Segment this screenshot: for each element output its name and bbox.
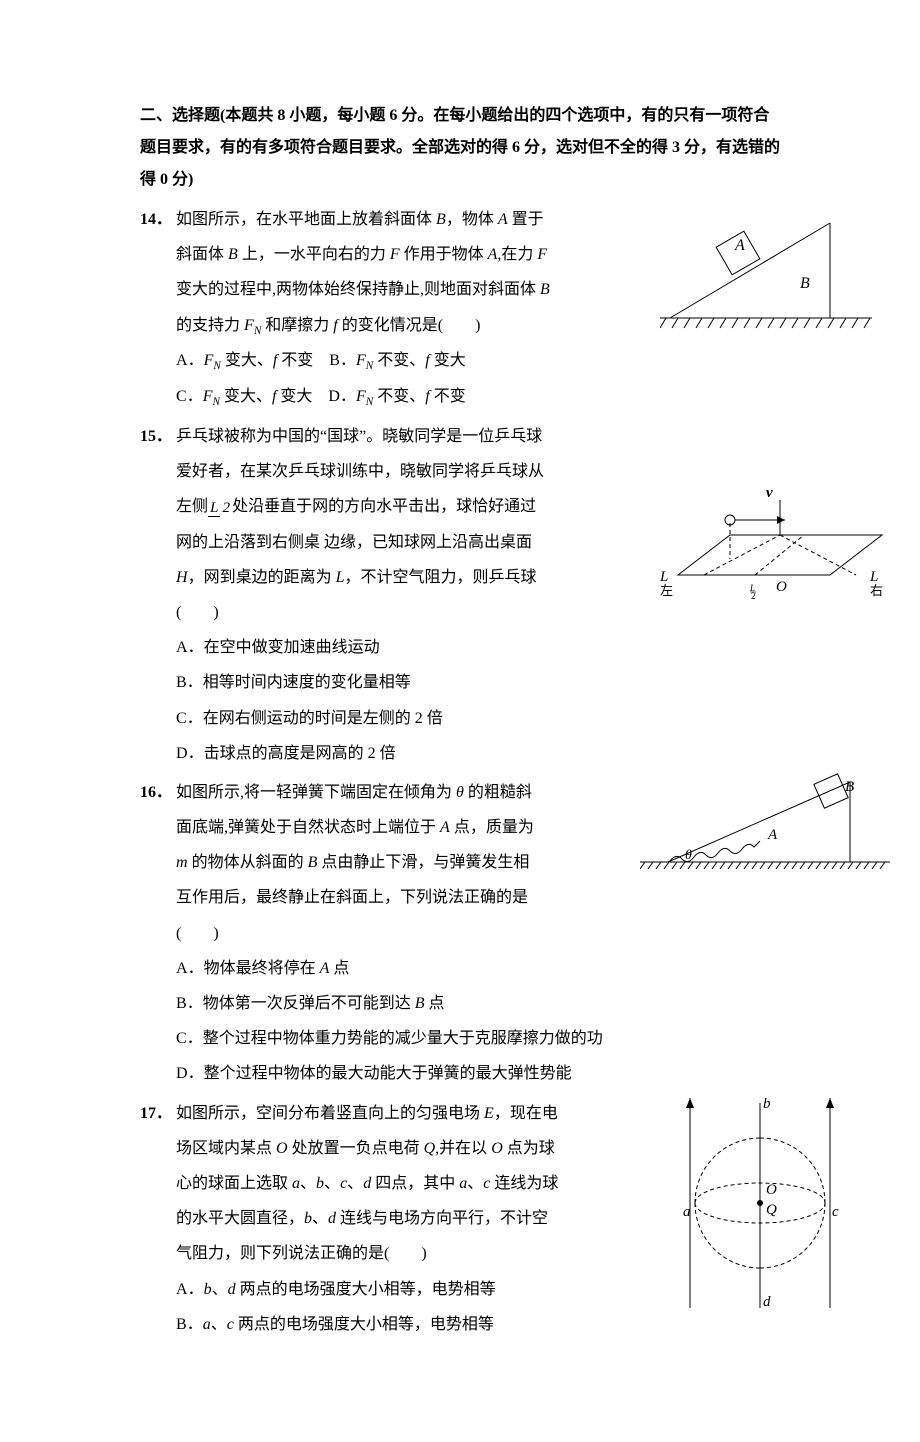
svg-text:右: 右 (870, 583, 883, 598)
question-15: v L 左 L 2 O L 右 15． 乒乓球被称为中国的“国球”。晓敏同学是一… (140, 419, 780, 771)
question-16: A B θ 16． 如图所示,将一轻弹簧下端固定在倾角为 θ 的粗糙斜面底端,弹… (140, 775, 780, 1092)
option: C．在网右侧运动的时间是左侧的 2 倍 (176, 701, 780, 736)
question-17: a b c d O Q 17． 如图所示，空间分布着竖直向上的匀强电场 E，现在… (140, 1096, 780, 1342)
question-number: 15． (140, 419, 172, 454)
question-options: A．在空中做变加速曲线运动 B．相等时间内速度的变化量相等 C．在网右侧运动的时… (176, 630, 780, 771)
svg-text:B: B (800, 275, 810, 292)
svg-text:θ: θ (685, 848, 692, 863)
svg-text:O: O (766, 1182, 777, 1198)
svg-text:a: a (683, 1204, 691, 1220)
option: C．整个过程中物体重力势能的减少量大于克服摩擦力做的功 (176, 1021, 780, 1056)
figure-17: a b c d O Q (660, 1088, 880, 1318)
figure-15: v L 左 L 2 O L 右 (660, 475, 880, 638)
svg-text:v: v (766, 485, 773, 501)
option: B．相等时间内速度的变化量相等 (176, 665, 780, 700)
question-options: A．FN 变大、f 不变 B．FN 不变、f 变大 C．FN 变大、f 变大 D… (176, 343, 780, 415)
svg-text:B: B (845, 779, 854, 795)
svg-text:左: 左 (660, 583, 673, 598)
question-14: A B 14． 如图所示，在水平地面上放着斜面体 B，物体 A 置于斜面体 B … (140, 202, 780, 415)
svg-text:A: A (767, 827, 778, 843)
option: D．击球点的高度是网高的 2 倍 (176, 736, 780, 771)
svg-text:A: A (734, 237, 745, 254)
question-options: A．物体最终将停在 A 点 B．物体第一次反弹后不可能到达 B 点 C．整个过程… (176, 951, 780, 1092)
svg-text:O: O (776, 579, 787, 595)
section-header: 二、选择题(本题共 8 小题，每小题 6 分。在每小题给出的四个选项中，有的只有… (140, 100, 780, 196)
svg-text:2: 2 (751, 591, 756, 601)
question-number: 16． (140, 775, 172, 810)
option: A．物体最终将停在 A 点 (176, 951, 780, 986)
figure-14: A B (660, 208, 880, 351)
svg-text:b: b (763, 1096, 771, 1112)
figure-16: A B θ (640, 767, 890, 890)
svg-text:Q: Q (766, 1202, 777, 1218)
question-number: 17． (140, 1096, 172, 1131)
option: C．FN 变大、f 变大 D．FN 不变、f 不变 (176, 379, 780, 415)
question-number: 14． (140, 202, 172, 237)
svg-text:c: c (832, 1204, 839, 1220)
option: D．整个过程中物体的最大动能大于弹簧的最大弹性势能 (176, 1056, 780, 1091)
option: B．物体第一次反弹后不可能到达 B 点 (176, 986, 780, 1021)
